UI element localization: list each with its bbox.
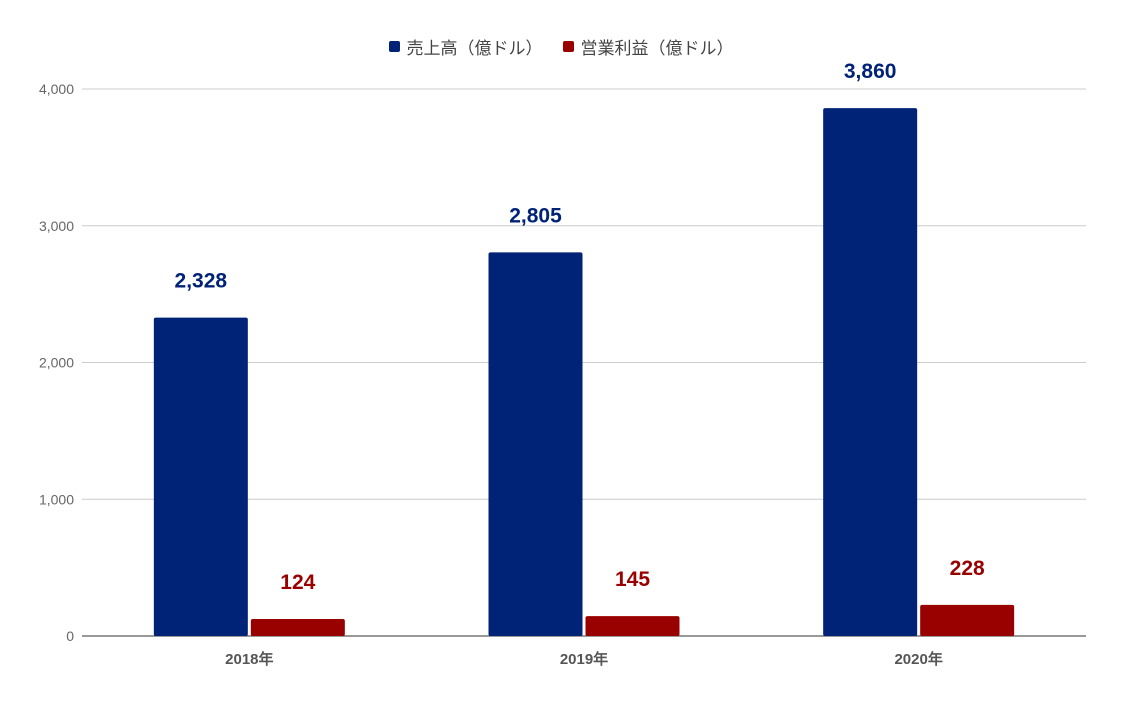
data-labels: 2,328 124 2,805 145 3,860 228 — [175, 60, 985, 594]
y-tick-label: 0 — [66, 628, 74, 644]
legend-swatch-operating-profit — [562, 41, 574, 52]
x-axis-ticks: 2018年 2019年 2020年 — [225, 650, 943, 668]
gridlines — [82, 88, 1086, 637]
y-tick-label: 4,000 — [39, 81, 74, 97]
x-tick-label: 2020年 — [894, 650, 942, 668]
legend-item-revenue: 売上高（億ドル） — [388, 34, 543, 59]
legend-item-operating-profit: 営業利益（億ドル） — [562, 34, 734, 59]
bar-operating-profit — [920, 604, 1015, 636]
bar-operating-profit — [250, 619, 345, 636]
y-tick-label: 2,000 — [39, 355, 74, 371]
data-label-revenue: 2,328 — [175, 270, 228, 293]
y-tick-label: 1,000 — [39, 491, 74, 507]
bars — [153, 108, 1015, 636]
y-axis-ticks: 0 1,000 2,000 3,000 4,000 — [39, 81, 74, 644]
bar-revenue — [488, 252, 583, 636]
bar-operating-profit — [585, 616, 680, 636]
bar-revenue — [153, 317, 248, 636]
legend-label-revenue: 売上高（億ドル） — [406, 39, 543, 58]
data-label-revenue: 3,860 — [844, 60, 897, 83]
data-label-operating-profit: 145 — [615, 568, 650, 591]
data-label-revenue: 2,805 — [509, 204, 562, 227]
legend-swatch-revenue — [388, 41, 400, 52]
y-tick-label: 3,000 — [39, 218, 74, 234]
data-label-operating-profit: 228 — [950, 557, 985, 580]
x-tick-label: 2019年 — [560, 650, 608, 668]
bar-revenue — [823, 108, 918, 636]
chart-legend: 売上高（億ドル） 営業利益（億ドル） — [0, 34, 1122, 59]
x-tick-label: 2018年 — [225, 650, 273, 668]
data-label-operating-profit: 124 — [280, 571, 315, 594]
legend-label-operating-profit: 営業利益（億ドル） — [580, 39, 734, 58]
